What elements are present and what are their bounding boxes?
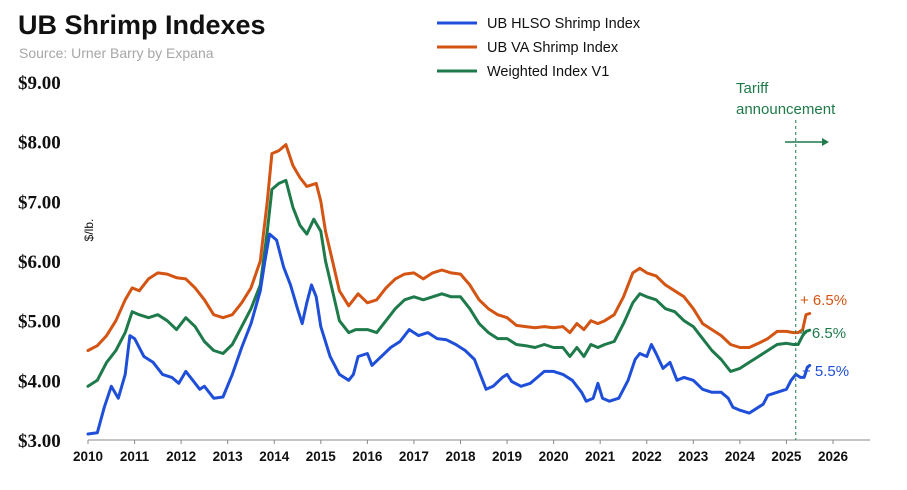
end-label-va: + 6.5%	[800, 292, 847, 309]
x-tick-label: 2024	[725, 449, 756, 464]
y-tick-label: $4.00	[18, 371, 61, 392]
x-tick-label: 2013	[213, 449, 244, 464]
legend-label-weighted: Weighted Index V1	[487, 64, 609, 80]
x-tick-label: 2026	[818, 449, 849, 464]
legend-label-hlso: UB HLSO Shrimp Index	[487, 16, 641, 32]
tariff-annotation: Tariff announcement	[736, 80, 836, 440]
x-axis: 2010 2011 2012 2013 2014 2015 2016 2017 2018 2019…	[73, 439, 870, 464]
chart-subtitle: Source: Urner Barry by Expana	[19, 45, 214, 61]
x-tick-label: 2017	[399, 449, 429, 464]
end-labels: + 6.5% + 6.5% + 5.5%	[799, 292, 849, 380]
x-tick-label: 2025	[771, 449, 802, 464]
x-tick-label: 2023	[678, 449, 709, 464]
x-tick-label: 2010	[73, 449, 103, 464]
series-line-weighted	[86, 178, 812, 388]
y-axis: $3.00 $4.00 $5.00 $6.00 $7.00 $8.00 $9.00	[18, 73, 61, 452]
end-label-hlso: + 5.5%	[802, 363, 849, 380]
end-label-weighted: + 6.5%	[799, 325, 846, 342]
y-tick-label: $3.00	[18, 431, 61, 452]
y-axis-label: $/lb.	[82, 219, 96, 242]
arrow-right-icon	[822, 138, 829, 146]
x-tick-label: 2015	[306, 449, 337, 464]
x-tick-label: 2022	[632, 449, 662, 464]
y-tick-label: $8.00	[18, 133, 61, 154]
y-tick-label: $5.00	[18, 312, 61, 333]
x-tick-label: 2019	[492, 449, 522, 464]
chart-title: UB Shrimp Indexes	[18, 10, 266, 40]
x-tick-label: 2012	[166, 449, 196, 464]
y-tick-label: $7.00	[18, 192, 61, 213]
series-line-va	[86, 143, 812, 352]
series-line-hlso	[86, 232, 812, 436]
x-tick-label: 2021	[585, 449, 616, 464]
legend-label-va: UB VA Shrimp Index	[487, 40, 619, 56]
annotation-text-1: Tariff	[736, 80, 769, 97]
legend: UB HLSO Shrimp Index UB VA Shrimp Index …	[437, 16, 641, 80]
x-tick-label: 2020	[539, 449, 569, 464]
series-lines	[86, 143, 812, 436]
annotation-text-2: announcement	[736, 101, 836, 118]
x-tick-label: 2014	[259, 449, 290, 464]
x-tick-label: 2018	[445, 449, 476, 464]
x-tick-label: 2016	[352, 449, 383, 464]
x-tick-label: 2011	[120, 449, 150, 464]
y-tick-label: $6.00	[18, 252, 61, 273]
y-tick-label: $9.00	[18, 73, 61, 94]
